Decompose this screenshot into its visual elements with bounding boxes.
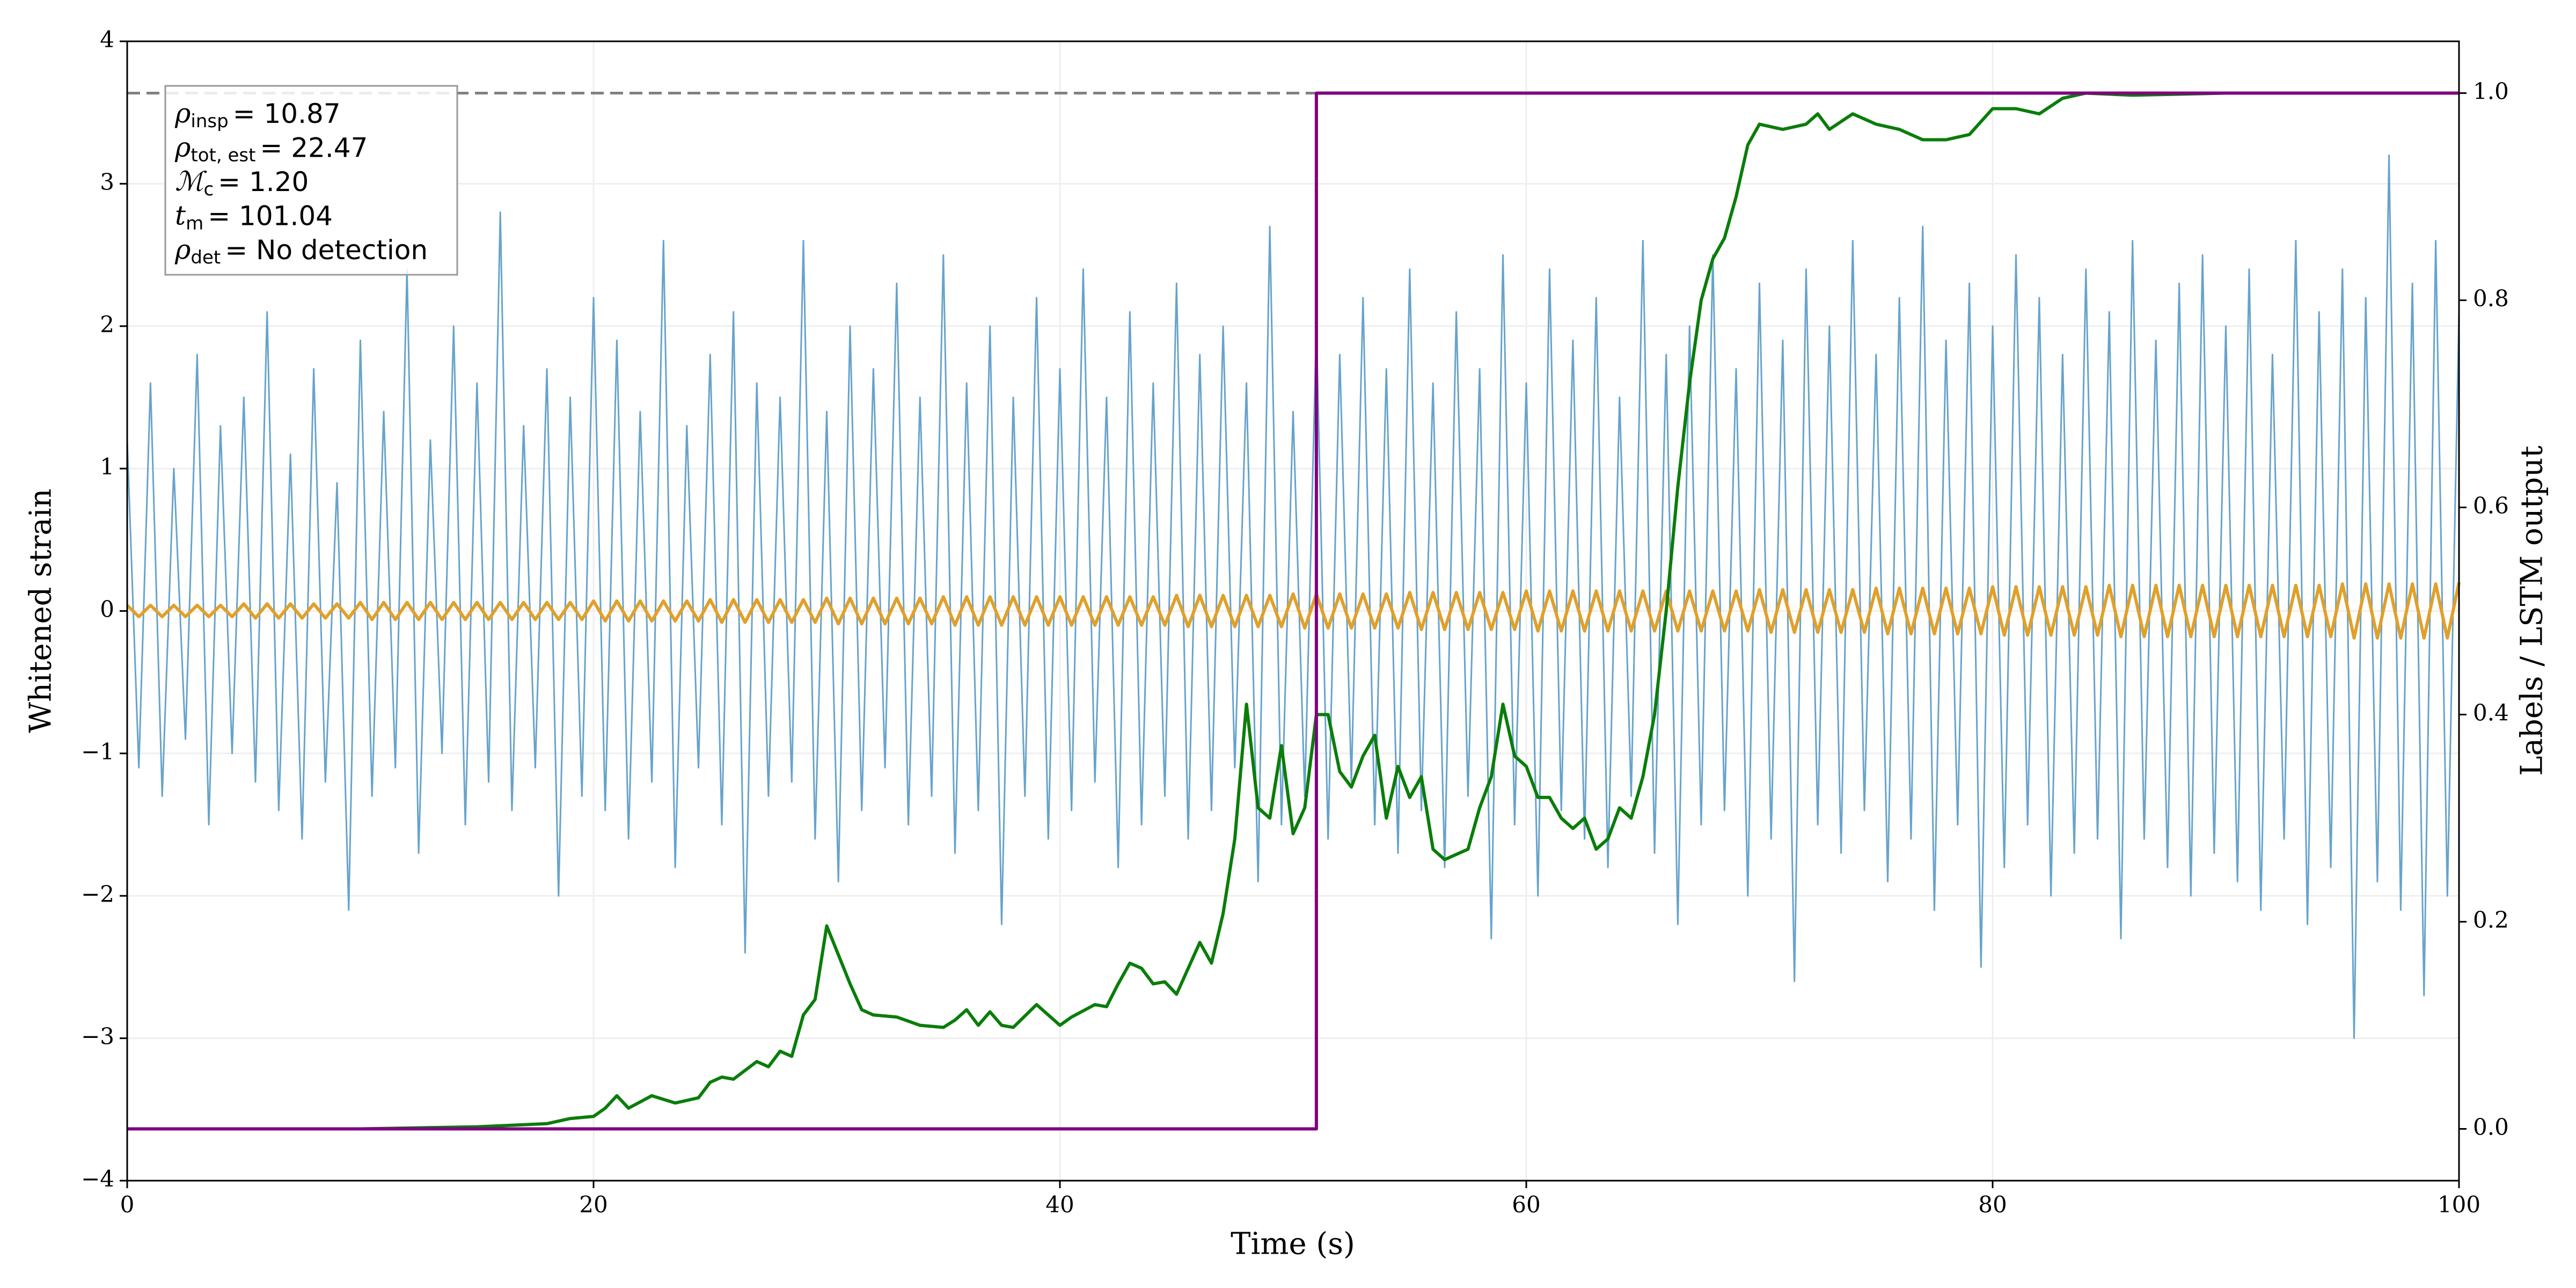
y-axis-label: Whitened strain	[24, 488, 58, 733]
x-tick-label: 20	[579, 1191, 608, 1218]
y-tick-label: 4	[100, 26, 114, 53]
annotation-line: tm = 101.04	[175, 200, 333, 235]
y-tick-label: 3	[100, 169, 114, 195]
annotation-value: = 101.04	[208, 200, 333, 231]
y2-tick-label: 0.6	[2473, 493, 2509, 519]
annotation-line: ρdet = No detection	[174, 234, 428, 268]
annotation-subscript: insp	[191, 111, 228, 132]
annotation-value: = 22.47	[260, 132, 368, 163]
annotation-line: ρtot, est = 22.47	[174, 132, 368, 166]
annotation-symbol: ρ	[174, 234, 191, 265]
x-tick-label: 80	[1978, 1191, 2007, 1218]
x-tick-label: 0	[120, 1191, 135, 1218]
annotation-box	[164, 85, 458, 276]
y2-axis-label: Labels / LSTM output	[2515, 445, 2550, 776]
annotation-subscript: det	[191, 247, 221, 268]
annotation-subscript: m	[186, 213, 203, 234]
annotation-symbol: ρ	[174, 98, 191, 129]
annotation-subscript: tot, est	[191, 144, 255, 166]
y2-tick-label: 1.0	[2473, 78, 2509, 105]
y-tick-label: 0	[100, 596, 114, 623]
y-tick-label: 1	[100, 453, 114, 480]
x-tick-label: 100	[2438, 1191, 2480, 1218]
annotation-value: = 1.20	[218, 166, 309, 197]
annotation-line: ρinsp = 10.87	[174, 98, 341, 132]
y-tick-label: 2	[100, 311, 114, 338]
y-tick-label: −1	[81, 738, 114, 765]
y2-tick-label: 0.0	[2473, 1114, 2509, 1140]
x-axis-label: Time (s)	[1231, 1227, 1355, 1262]
plot-frame	[126, 40, 2460, 1182]
annotation-symbol: ℳ	[175, 166, 207, 197]
series-line	[127, 91, 2459, 1131]
y-tick-label: −3	[81, 1023, 114, 1050]
y-tick-label: −4	[81, 1166, 114, 1192]
annotation-line: ℳc = 1.20	[175, 166, 309, 200]
series-line	[126, 582, 2461, 640]
axes: 0 20 40 60 80 100 −4 −3 −2 −1 0 1 2 3 4 0.0 0.2 0.4 0.6 0.8…	[81, 26, 2509, 1218]
y-tick-label: −2	[81, 881, 114, 907]
series-line	[126, 154, 2460, 1040]
annotation-value: = 10.87	[233, 98, 341, 129]
annotation-symbol: ρ	[174, 132, 191, 163]
annotation-value: = No detection	[225, 235, 428, 266]
y2-tick-label: 0.4	[2473, 700, 2509, 726]
y2-tick-label: 0.8	[2473, 286, 2509, 312]
marks	[126, 91, 2461, 1131]
x-tick-label: 40	[1045, 1191, 1074, 1218]
annotation-symbol: t	[175, 200, 186, 231]
x-tick-label: 60	[1512, 1191, 1540, 1218]
y2-tick-label: 0.2	[2473, 907, 2509, 933]
annotation-subscript: c	[203, 179, 214, 200]
